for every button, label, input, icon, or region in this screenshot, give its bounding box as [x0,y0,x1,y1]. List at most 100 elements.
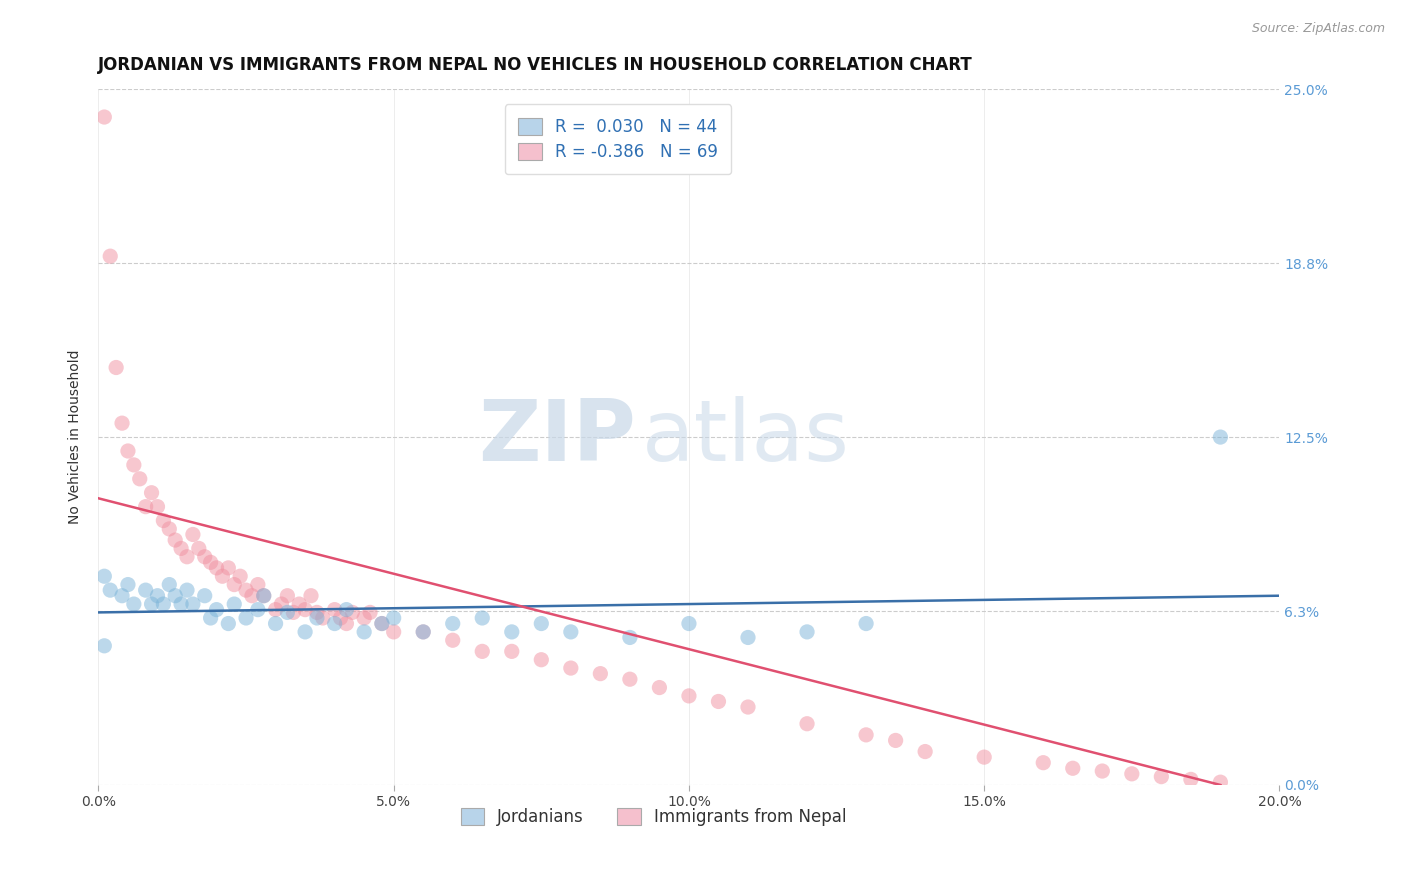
Point [253,589,276,603]
Point [117,444,139,458]
Point [224,577,246,591]
Point [141,597,163,611]
Legend: Jordanians, Immigrants from Nepal: Jordanians, Immigrants from Nepal [447,795,860,839]
Y-axis label: No Vehicles in Household: No Vehicles in Household [69,350,83,524]
Point [707,694,730,708]
Point [187,541,209,556]
Point [246,577,269,591]
Point [323,602,346,616]
Point [217,561,239,575]
Point [240,589,263,603]
Point [146,589,169,603]
Point [335,602,357,616]
Point [93,639,115,653]
Point [217,616,239,631]
Point [235,583,257,598]
Point [530,653,553,667]
Point [589,666,612,681]
Point [146,500,169,514]
Point [441,616,464,631]
Point [176,549,198,564]
Point [93,569,115,583]
Point [157,522,180,536]
Point [205,602,228,616]
Point [200,611,222,625]
Point [122,597,145,611]
Point [678,616,700,631]
Point [1091,764,1114,778]
Point [560,661,582,675]
Point [276,589,298,603]
Point [1121,767,1143,781]
Point [105,360,128,375]
Point [648,681,671,695]
Point [382,611,405,625]
Point [371,616,394,631]
Point [235,611,257,625]
Point [353,624,375,639]
Point [305,606,328,620]
Point [329,611,352,625]
Point [181,527,204,541]
Point [98,249,121,263]
Point [619,631,641,645]
Point [1032,756,1054,770]
Point [305,611,328,625]
Point [678,689,700,703]
Point [501,624,523,639]
Point [270,597,292,611]
Point [335,616,357,631]
Point [441,633,464,648]
Point [294,602,316,616]
Point [117,577,139,591]
Point [98,583,121,598]
Point [312,611,335,625]
Text: atlas: atlas [641,395,849,479]
Point [382,624,405,639]
Point [135,500,157,514]
Point [914,745,936,759]
Point [205,561,228,575]
Point [253,589,276,603]
Point [371,616,394,631]
Point [323,616,346,631]
Point [1150,770,1173,784]
Point [288,597,311,611]
Point [412,624,434,639]
Point [176,583,198,598]
Point [412,624,434,639]
Point [264,616,287,631]
Point [855,616,877,631]
Point [165,589,187,603]
Point [471,644,494,658]
Point [619,672,641,686]
Point [560,624,582,639]
Point [128,472,150,486]
Point [157,577,180,591]
Point [1180,772,1202,787]
Point [93,110,115,124]
Point [796,716,818,731]
Point [170,541,193,556]
Text: JORDANIAN VS IMMIGRANTS FROM NEPAL NO VEHICLES IN HOUSEHOLD CORRELATION CHART: JORDANIAN VS IMMIGRANTS FROM NEPAL NO VE… [98,56,973,74]
Point [353,611,375,625]
Point [471,611,494,625]
Point [264,602,287,616]
Point [135,583,157,598]
Point [737,631,759,645]
Point [1209,430,1232,444]
Point [229,569,252,583]
Point [111,589,134,603]
Point [855,728,877,742]
Point [111,416,134,430]
Point [530,616,553,631]
Point [1209,775,1232,789]
Point [141,485,163,500]
Point [294,624,316,639]
Point [194,589,217,603]
Point [1062,761,1084,775]
Point [501,644,523,658]
Point [246,602,269,616]
Point [200,555,222,569]
Point [737,700,759,714]
